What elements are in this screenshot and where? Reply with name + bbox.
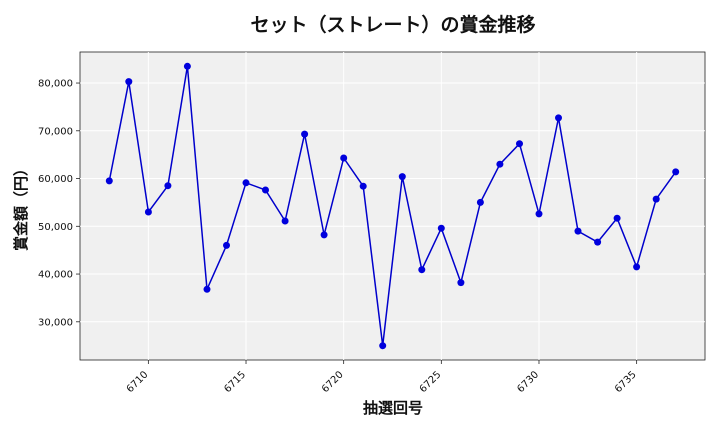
y-tick-label: 60,000 (38, 174, 73, 185)
data-point (457, 279, 465, 287)
data-point (398, 173, 406, 181)
data-point (555, 114, 562, 122)
data-point (203, 285, 211, 293)
data-point (437, 224, 445, 232)
data-point (652, 195, 660, 203)
x-tick-label: 6725 (418, 369, 444, 395)
data-point (574, 227, 582, 235)
y-tick-label: 50,000 (38, 222, 73, 233)
data-point (144, 208, 152, 216)
data-point (379, 342, 387, 350)
data-point (594, 238, 602, 246)
data-point (535, 210, 543, 218)
data-point (496, 160, 504, 168)
data-point (320, 231, 328, 239)
y-tick-label: 80,000 (38, 79, 73, 90)
data-point (340, 154, 348, 162)
data-point (105, 177, 113, 185)
y-axis-ticks: 30,000 40,000 50,000 60,000 70,000 80,000 (38, 79, 80, 328)
y-tick-label: 40,000 (38, 270, 73, 281)
data-points (105, 62, 680, 350)
data-point (633, 263, 641, 271)
data-point (301, 130, 309, 138)
y-tick-label: 70,000 (38, 126, 73, 137)
x-tick-label: 6720 (320, 369, 346, 395)
x-axis-ticks: 6710 6715 6720 6725 6730 6735 (125, 360, 639, 395)
x-tick-label: 6710 (125, 369, 151, 395)
series-line (108, 66, 677, 346)
data-point (164, 182, 172, 190)
data-point (476, 198, 484, 206)
data-point (262, 186, 269, 194)
data-point (672, 168, 680, 176)
x-tick-label: 6730 (515, 369, 541, 395)
data-point (516, 140, 523, 148)
plot-area (79, 51, 706, 361)
data-point (281, 217, 289, 225)
data-point (613, 214, 621, 222)
data-point (418, 266, 426, 274)
data-point (223, 241, 230, 249)
data-point (359, 182, 367, 190)
data-point (125, 78, 133, 86)
x-tick-label: 6715 (222, 369, 248, 395)
x-tick-label: 6735 (613, 369, 639, 395)
x-axis-label: 抽選回号 (363, 399, 423, 417)
y-axis-label: 賞金額（円） (12, 161, 30, 251)
data-point (242, 179, 250, 187)
data-point (183, 62, 191, 70)
y-tick-label: 30,000 (38, 317, 73, 328)
chart-title: セット（ストレート）の賞金推移 (250, 13, 535, 36)
